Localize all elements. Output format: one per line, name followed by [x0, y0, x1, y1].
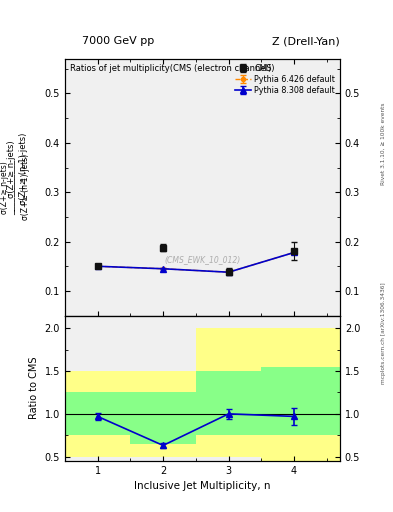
Text: 7000 GeV pp: 7000 GeV pp: [82, 36, 154, 46]
Text: Ratios of jet multiplicity(CMS (electron channel)): Ratios of jet multiplicity(CMS (electron…: [70, 64, 275, 73]
Text: σ(Z+≥ (n-1)-jets): σ(Z+≥ (n-1)-jets): [19, 133, 28, 205]
Text: Rivet 3.1.10, ≥ 100k events: Rivet 3.1.10, ≥ 100k events: [381, 102, 386, 185]
Text: Z (Drell-Yan): Z (Drell-Yan): [272, 36, 340, 46]
Text: (CMS_EWK_10_012): (CMS_EWK_10_012): [164, 254, 241, 264]
Text: σ(Z+≥ n-jets): σ(Z+≥ n-jets): [7, 140, 16, 198]
Legend: CMS, Pythia 6.426 default, Pythia 8.308 default: CMS, Pythia 6.426 default, Pythia 8.308 …: [234, 63, 336, 96]
Text: σ(Z+≥ n-jets)
────────────
σ(Z+≥ (n-1)-jets): σ(Z+≥ n-jets) ──────────── σ(Z+≥ (n-1)-j…: [0, 154, 30, 220]
Y-axis label: Ratio to CMS: Ratio to CMS: [29, 357, 39, 419]
X-axis label: Inclusive Jet Multiplicity, n: Inclusive Jet Multiplicity, n: [134, 481, 271, 491]
Text: mcplots.cern.ch [arXiv:1306.3436]: mcplots.cern.ch [arXiv:1306.3436]: [381, 282, 386, 383]
